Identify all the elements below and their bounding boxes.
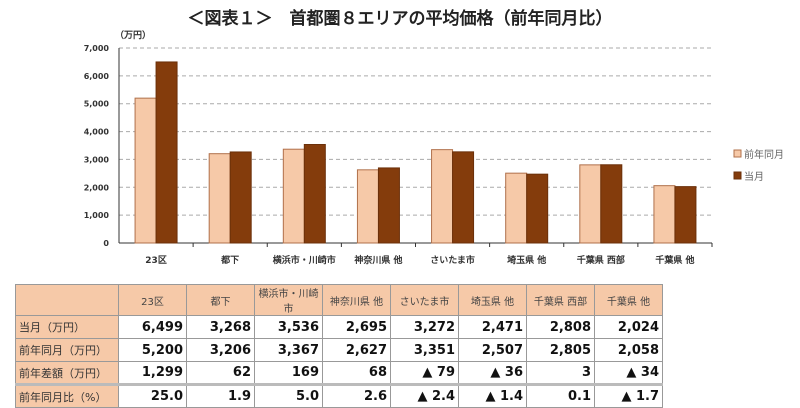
table-cell: 3,268 xyxy=(186,315,255,339)
table-cell: 3,367 xyxy=(254,338,323,362)
table-cell: 2,024 xyxy=(594,315,663,339)
table-cell: 2,471 xyxy=(458,315,527,339)
bar-previous-year xyxy=(134,97,157,244)
row-header: 当月（万円） xyxy=(15,315,119,339)
row-header: 前年同月（万円） xyxy=(15,338,119,362)
data-table: 23区 都下 横浜市・川崎市 神奈川県 他さいたま市 埼玉県 他千葉県 西部 千葉県 他 … xyxy=(15,284,663,408)
row-header: 前年同月比（%） xyxy=(15,383,119,408)
table-cell: ▲ 34 xyxy=(594,361,663,385)
column-header: 横浜市・川崎市 xyxy=(254,284,323,316)
column-header: 都下 xyxy=(186,284,255,316)
table-header-row: 23区 都下 横浜市・川崎市 神奈川県 他さいたま市 埼玉県 他千葉県 西部 千葉県 他 xyxy=(15,284,663,316)
table-cell: 2,507 xyxy=(458,338,527,362)
table-cell: 1,299 xyxy=(118,361,187,385)
bar-current xyxy=(674,186,697,244)
table-cell: 5,200 xyxy=(118,338,187,362)
table-cell: 2,695 xyxy=(322,315,391,339)
bar-chart: （万円） 0 1,000 2,000 3,000 4,000 5,000 6,000 7,000… xyxy=(84,30,784,266)
bar-current xyxy=(229,151,252,244)
bar-current xyxy=(600,164,623,244)
y-tick-label: 1,000 xyxy=(84,211,110,220)
x-tick-label: 埼玉県 他 xyxy=(507,254,546,266)
bar-previous-year xyxy=(282,148,305,244)
column-header: 千葉県 西部 xyxy=(526,284,595,316)
bar-current xyxy=(526,173,549,244)
y-axis-unit: （万円） xyxy=(115,30,151,41)
bar-current xyxy=(452,151,475,244)
chart-title: ＜図表１＞ 首都圏８エリアの平均価格（前年同月比） xyxy=(187,9,613,29)
table-cell: ▲ 1.4 xyxy=(458,383,527,408)
table-row: 前年同月比（%） 25.0 1.9 5.0 2.6 ▲ 2.4 ▲ 1.4 0.1 ▲ 1.7 xyxy=(15,383,663,408)
bar-previous-year xyxy=(505,172,528,244)
x-tick-label: 千葉県 他 xyxy=(655,254,694,266)
table-cell: 3 xyxy=(526,361,595,385)
table-cell: ▲ 1.7 xyxy=(594,383,663,408)
column-header: 埼玉県 他 xyxy=(458,284,527,316)
table-cell: 6,499 xyxy=(118,315,187,339)
y-tick-label: 5,000 xyxy=(84,100,110,109)
y-tick-label: 3,000 xyxy=(84,155,110,164)
table-cell: 169 xyxy=(254,361,323,385)
bar-current xyxy=(303,143,326,244)
x-tick-label: 横浜市・川崎市 xyxy=(273,254,336,266)
y-tick-label: 2,000 xyxy=(84,183,110,192)
bar-previous-year xyxy=(356,169,379,244)
table-cell: 0.1 xyxy=(526,383,595,408)
bar-current xyxy=(377,167,400,244)
table-cell: ▲ 79 xyxy=(390,361,459,385)
table-cell: 2.6 xyxy=(322,383,391,408)
legend-swatch xyxy=(733,171,742,180)
table-cell: 62 xyxy=(186,361,255,385)
table-cell: 25.0 xyxy=(118,383,187,408)
bar-current xyxy=(155,61,178,244)
table-cell: 2,627 xyxy=(322,338,391,362)
y-tick-label: 6,000 xyxy=(84,72,110,81)
bar-previous-year xyxy=(208,153,231,244)
x-tick-label: さいたま市 xyxy=(430,254,475,266)
table-cell: 3,351 xyxy=(390,338,459,362)
y-tick-label: 7,000 xyxy=(84,44,110,53)
x-tick-label: 23区 xyxy=(145,255,167,266)
table-cell: ▲ 2.4 xyxy=(390,383,459,408)
column-header: 神奈川県 他 xyxy=(322,284,391,316)
table-cell: 2,058 xyxy=(594,338,663,362)
bar-previous-year xyxy=(653,185,676,244)
x-tick-label: 千葉県 西部 xyxy=(577,254,625,266)
table-row: 前年差額（万円） 1,299 62 169 68 ▲ 79 ▲ 36 3 ▲ 34 xyxy=(15,361,663,385)
table-row: 前年同月（万円） 5,200 3,206 3,367 2,627 3,351 2,507 2,… xyxy=(15,338,663,362)
column-header: さいたま市 xyxy=(390,284,459,316)
column-header: 23区 xyxy=(118,284,187,316)
table-cell: 2,805 xyxy=(526,338,595,362)
y-tick-label: 0 xyxy=(103,239,109,248)
legend-swatch xyxy=(733,149,742,158)
x-tick-label: 都下 xyxy=(220,254,239,266)
legend-label: 前年同月 xyxy=(744,148,784,161)
legend-label: 当月 xyxy=(744,170,764,183)
x-tick-label: 神奈川県 他 xyxy=(354,254,402,266)
row-header: 前年差額（万円） xyxy=(15,361,119,385)
table-corner xyxy=(15,284,119,316)
bar-previous-year xyxy=(431,149,454,244)
table-cell: ▲ 36 xyxy=(458,361,527,385)
table-cell: 2,808 xyxy=(526,315,595,339)
column-header: 千葉県 他 xyxy=(594,284,663,316)
table-cell: 68 xyxy=(322,361,391,385)
table-cell: 3,536 xyxy=(254,315,323,339)
table-row: 当月（万円） 6,499 3,268 3,536 2,695 3,272 2,471 2,80… xyxy=(15,315,663,339)
y-tick-label: 4,000 xyxy=(84,128,110,137)
table-cell: 3,272 xyxy=(390,315,459,339)
table-cell: 3,206 xyxy=(186,338,255,362)
bar-previous-year xyxy=(579,164,602,244)
table-cell: 1.9 xyxy=(186,383,255,408)
table-cell: 5.0 xyxy=(254,383,323,408)
